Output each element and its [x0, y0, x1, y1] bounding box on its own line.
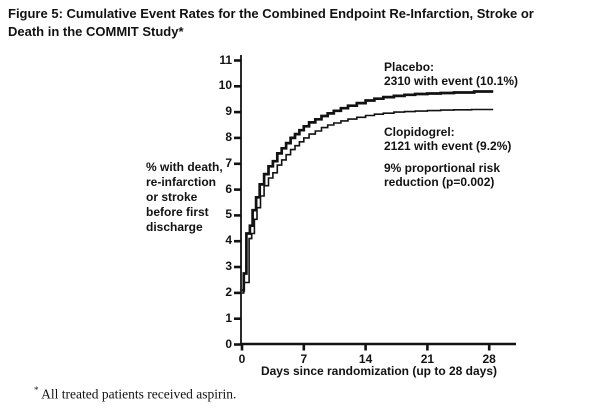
- placebo-curve: [242, 90, 494, 292]
- footnote-text: All treated patients received aspirin.: [38, 386, 237, 402]
- footnote: * All treated patients received aspirin.: [34, 385, 236, 403]
- y-tick-label: 10: [218, 78, 232, 93]
- y-tick-label: 5: [225, 207, 232, 222]
- y-tick-label: 1: [225, 310, 232, 325]
- y-tick-label: 4: [225, 233, 232, 248]
- y-tick-label: 9: [225, 104, 232, 119]
- y-tick-label: 11: [219, 52, 232, 67]
- x-tick-label: 21: [420, 352, 435, 366]
- y-tick-label: 3: [225, 259, 232, 273]
- clopidogrel-curve: [242, 108, 494, 294]
- y-tick-label: 0: [225, 336, 232, 351]
- x-axis-label: Days since randomization (up to 28 days): [260, 364, 498, 378]
- y-tick-label: 8: [225, 129, 232, 144]
- y-tick-label: 7: [225, 155, 232, 170]
- placebo-series-label: Placebo: 2310 with event (10.1%): [384, 60, 519, 88]
- x-tick-label: 7: [300, 352, 308, 366]
- figure-title: Figure 5: Cumulative Event Rates for the…: [8, 6, 534, 39]
- y-tick-label: 6: [225, 181, 232, 196]
- x-tick-label: 14: [358, 352, 373, 366]
- x-tick-label: 0: [238, 352, 246, 366]
- footnote-marker: *: [34, 385, 39, 395]
- clopidogrel-series-label: Clopidogrel: 2121 with event (9.2%): [384, 125, 512, 153]
- y-tick-label: 2: [225, 284, 232, 299]
- y-axis-label: % with death, re-infarction or stroke be…: [146, 160, 223, 234]
- risk-reduction-annotation: 9% proportional risk reduction (p=0.002): [384, 161, 501, 189]
- x-tick-label: 28: [482, 352, 496, 366]
